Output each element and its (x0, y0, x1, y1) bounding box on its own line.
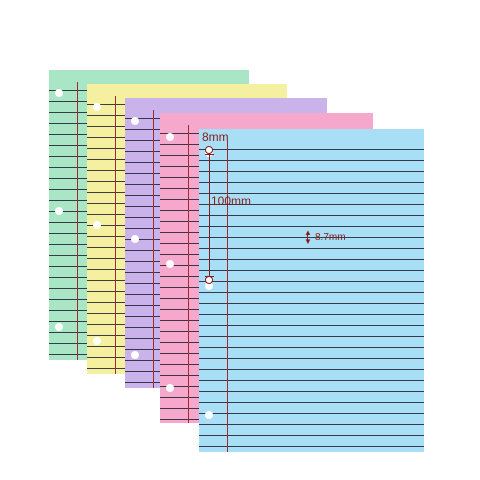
punch-hole (205, 411, 213, 419)
rule-line (199, 182, 424, 183)
punch-hole (166, 260, 174, 268)
line-spacing-arrow-icon: ▲ (304, 228, 312, 237)
rule-line (199, 270, 424, 271)
margin-line (115, 96, 116, 374)
punch-hole (166, 133, 174, 141)
rule-line (199, 259, 424, 260)
rule-line (199, 347, 424, 348)
rule-line (199, 226, 424, 227)
hole-spacing-cap-top (205, 154, 214, 155)
line-spacing-arrow (307, 233, 308, 242)
rule-line (199, 193, 424, 194)
rule-line (199, 325, 424, 326)
rule-line (199, 391, 424, 392)
margin-line (153, 110, 154, 388)
hole-spacing-label: 100mm (211, 194, 252, 208)
rule-line (199, 380, 424, 381)
rule-line (199, 336, 424, 337)
punch-hole (55, 323, 63, 331)
hole-marker-bottom (205, 276, 213, 284)
punch-hole (131, 117, 139, 125)
hole-spacing-dimension-line (209, 154, 210, 276)
rule-line (199, 248, 424, 249)
punch-hole (131, 235, 139, 243)
punch-hole (205, 282, 213, 290)
rule-line (199, 314, 424, 315)
rule-line (199, 204, 424, 205)
top-margin-label: 8mm (202, 130, 229, 144)
rule-line (199, 237, 424, 238)
rule-line (199, 358, 424, 359)
margin-line (227, 141, 228, 452)
rule-line (199, 413, 424, 414)
rule-line (199, 292, 424, 293)
rule-line (199, 402, 424, 403)
punch-hole (166, 384, 174, 392)
punch-hole (55, 89, 63, 97)
rule-line (199, 446, 424, 447)
rule-line (199, 171, 424, 172)
hole-marker-top (205, 146, 213, 154)
punch-hole (93, 337, 101, 345)
punch-hole (55, 207, 63, 215)
rule-line (199, 435, 424, 436)
punch-hole (93, 103, 101, 111)
rule-line (199, 149, 424, 150)
punch-hole (93, 221, 101, 229)
rule-line (199, 215, 424, 216)
punch-hole (131, 351, 139, 359)
rule-line (199, 424, 424, 425)
margin-line (188, 125, 189, 423)
rule-line (199, 281, 424, 282)
sheet-blue (199, 129, 424, 452)
line-spacing-arrow-icon-down: ▼ (304, 237, 312, 246)
rule-line (199, 303, 424, 304)
line-spacing-label: 8.7mm (315, 232, 346, 243)
rule-line (199, 369, 424, 370)
rule-line (199, 160, 424, 161)
margin-line (77, 82, 78, 360)
